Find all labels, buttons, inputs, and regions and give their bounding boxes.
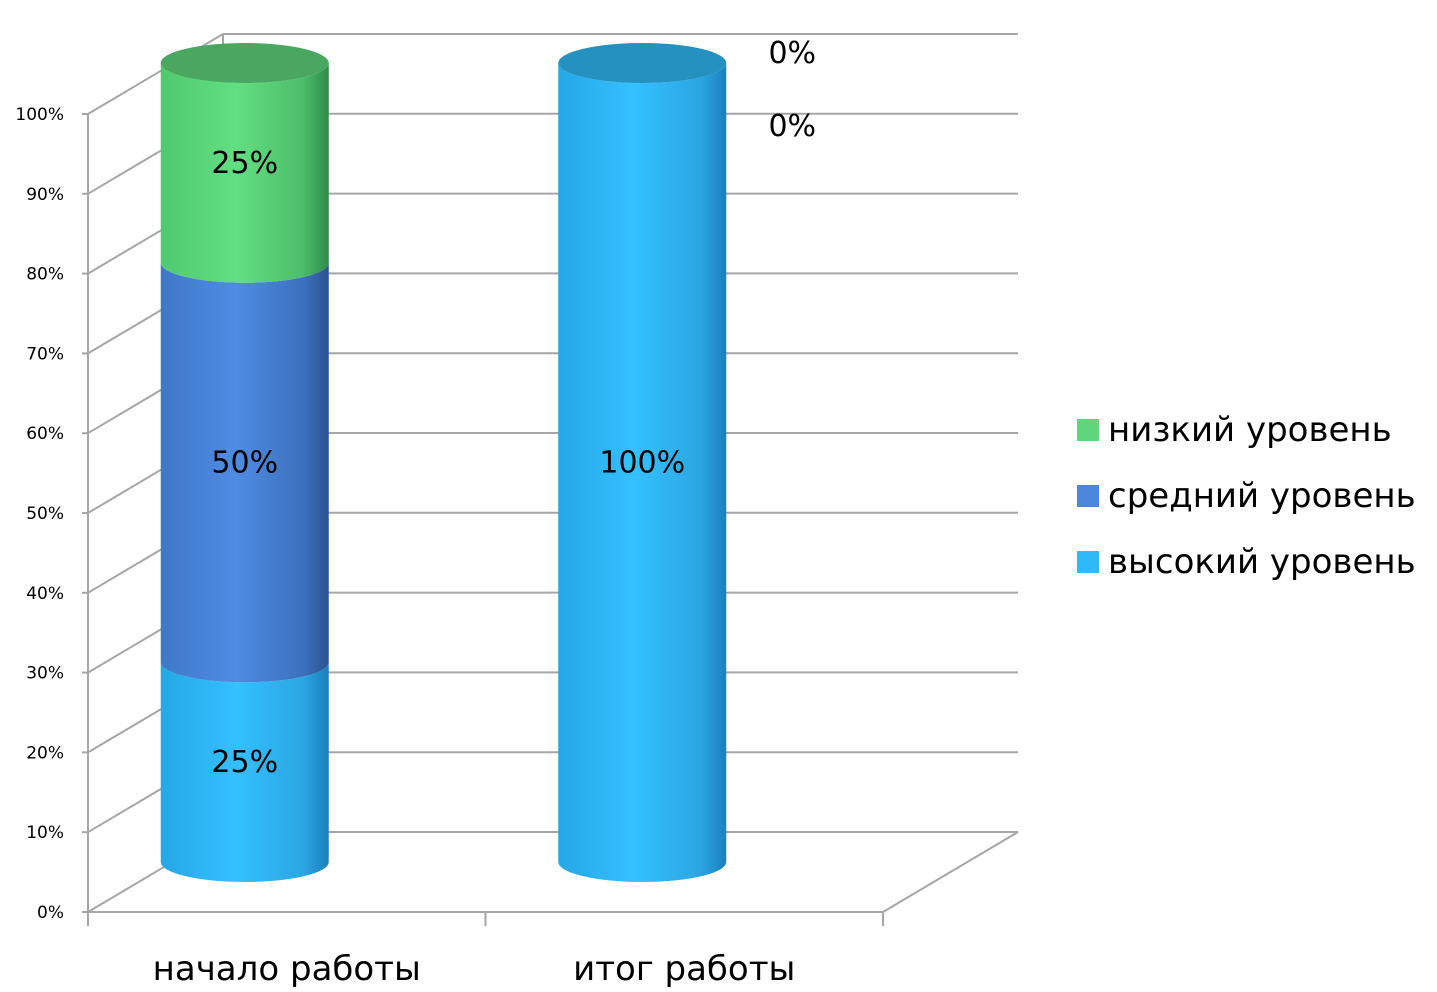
bar-top-cap <box>558 43 727 83</box>
y-tick-label: 60% <box>26 424 64 444</box>
y-tick-label: 20% <box>26 743 64 763</box>
y-tick-label: 80% <box>26 265 64 285</box>
y-tick-label: 70% <box>26 344 64 364</box>
y-tick-label: 100% <box>15 105 64 125</box>
legend-label: высокий уровень <box>1108 542 1416 582</box>
bar-top-cap <box>160 43 329 83</box>
data-label: 25% <box>211 745 278 780</box>
legend-swatch <box>1077 419 1099 441</box>
data-label: 0% <box>768 36 816 71</box>
y-tick-label: 0% <box>37 903 64 923</box>
data-label: 100% <box>599 446 685 481</box>
data-labels: 25% 50% 25% 100% 0% 0% <box>211 36 816 780</box>
x-tick-label: итог работы <box>573 949 795 989</box>
legend-label: низкий уровень <box>1108 410 1392 450</box>
bar-segment <box>160 662 329 883</box>
legend: низкий уровень средний уровень высокий уро… <box>1077 410 1416 582</box>
y-tick-label: 90% <box>26 185 64 205</box>
x-tick-label: начало работы <box>153 949 421 989</box>
bar-top-shade <box>558 43 727 83</box>
y-axis: 0% 10% 20% 30% 40% 50% 60% 70% 80% 90% 100% <box>15 105 884 926</box>
bar-segment <box>160 262 329 683</box>
bar-segment <box>160 63 329 283</box>
floor-edge <box>882 831 1019 913</box>
data-label: 25% <box>211 146 278 181</box>
legend-swatch <box>1077 485 1099 507</box>
y-tick-label: 40% <box>26 584 64 604</box>
y-tick-label: 30% <box>26 664 64 684</box>
legend-swatch <box>1077 551 1099 573</box>
y-tick-label: 50% <box>26 504 64 524</box>
legend-label: средний уровень <box>1108 476 1416 516</box>
bars <box>160 43 727 883</box>
x-axis: начало работы итог работы <box>153 949 796 989</box>
data-label: 0% <box>768 109 816 144</box>
bar-segment <box>558 63 727 883</box>
data-label: 50% <box>211 446 278 481</box>
y-tick-label: 10% <box>26 823 64 843</box>
bar-top-shade <box>160 43 329 83</box>
